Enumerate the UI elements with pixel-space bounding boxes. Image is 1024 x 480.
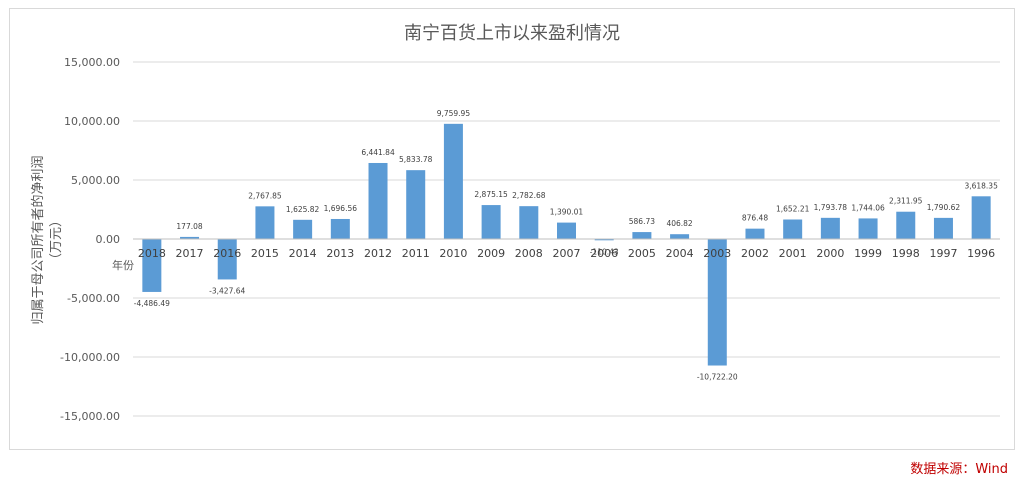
chart-title: 南宁百货上市以来盈利情况 [404,23,620,44]
y-tick-label: 5,000.00 [71,174,120,187]
x-tick-label: 2008 [515,247,543,260]
bar-2013 [330,218,350,239]
bar-2009 [481,205,501,239]
y-tick-label: -15,000.00 [60,410,120,423]
bar-2001 [783,219,803,239]
bar-2014 [293,219,313,239]
data-source-note: 数据来源：Wind [910,462,1008,477]
data-label: -3,427.64 [209,286,245,295]
data-label: -10,722.20 [697,373,738,382]
x-tick-label: 2017 [176,247,204,260]
data-label: 406.82 [666,219,692,228]
y-tick-label: 0.00 [96,233,121,246]
x-tick-label: 2001 [779,247,807,260]
bar-2007 [557,222,576,239]
data-label: 177.08 [176,222,202,231]
data-label: -4,486.49 [134,299,170,308]
x-tick-label: 2009 [477,247,505,260]
data-label: 3,618.35 [964,181,998,190]
data-label: 1,696.56 [324,204,358,213]
bar-2003 [707,239,727,366]
x-tick-label: 2012 [364,247,392,260]
x-axis-title: 年份 [112,258,134,272]
x-tick-label: 2006 [590,247,618,260]
data-label: 2,782.68 [512,191,546,200]
bar-1997 [933,217,953,239]
x-tick-label: 2010 [439,247,467,260]
data-label: 2,875.15 [474,190,508,199]
bar-2012 [368,162,388,239]
bar-2010 [443,123,463,239]
data-label: 2,311.95 [889,197,923,206]
x-tick-label: 2016 [213,247,241,260]
bar-2016 [217,239,237,280]
data-label: 5,833.78 [399,155,433,164]
x-tick-label: 1997 [929,247,957,260]
x-tick-label: 2007 [553,247,581,260]
x-tick-label: 2003 [703,247,731,260]
x-tick-label: 2018 [138,247,166,260]
x-tick-label: 2014 [289,247,317,260]
bar-2008 [519,206,539,239]
bar-1999 [858,218,878,239]
bar-2017 [180,236,200,239]
bar-2005 [632,232,652,239]
x-tick-label: 1999 [854,247,882,260]
data-label: 1,790.62 [927,203,961,212]
y-tick-label: 15,000.00 [64,56,120,69]
x-tick-label: 2000 [816,247,844,260]
bar-2011 [406,170,426,239]
y-tick-label: -10,000.00 [60,351,120,364]
bar-2000 [820,217,840,239]
y-tick-label: -5,000.00 [67,292,120,305]
x-tick-label: 2005 [628,247,656,260]
bar-1996 [971,196,991,239]
y-axis-unit: （万元） [49,214,64,266]
data-label: 1,625.82 [286,205,320,214]
bar-1998 [896,211,916,239]
data-label: 6,441.84 [361,148,395,157]
data-label: 586.73 [629,217,655,226]
data-label: 1,652.21 [776,205,810,214]
x-tick-label: 2004 [666,247,694,260]
data-label: 876.48 [742,214,768,223]
bar-2015 [255,206,275,239]
data-label: -110.43 [590,247,619,256]
data-label: 9,759.95 [437,109,471,118]
bar-2002 [745,228,765,239]
data-label: 1,744.06 [851,203,885,212]
data-label: 1,793.78 [814,203,848,212]
x-tick-label: 2015 [251,247,279,260]
x-tick-label: 2011 [402,247,430,260]
y-tick-label: 10,000.00 [64,115,120,128]
bar-2006 [594,239,614,241]
x-tick-label: 1998 [892,247,920,260]
bar-2004 [670,234,690,239]
data-label: 1,390.01 [550,208,584,217]
data-label: 2,767.85 [248,191,282,200]
x-tick-label: 2002 [741,247,769,260]
bar-2018 [142,239,162,292]
chart-frame [9,8,1015,450]
y-axis-title: 归属于母公司所有者的净利润 [30,155,46,324]
x-tick-label: 2013 [326,247,354,260]
x-tick-label: 1996 [967,247,995,260]
